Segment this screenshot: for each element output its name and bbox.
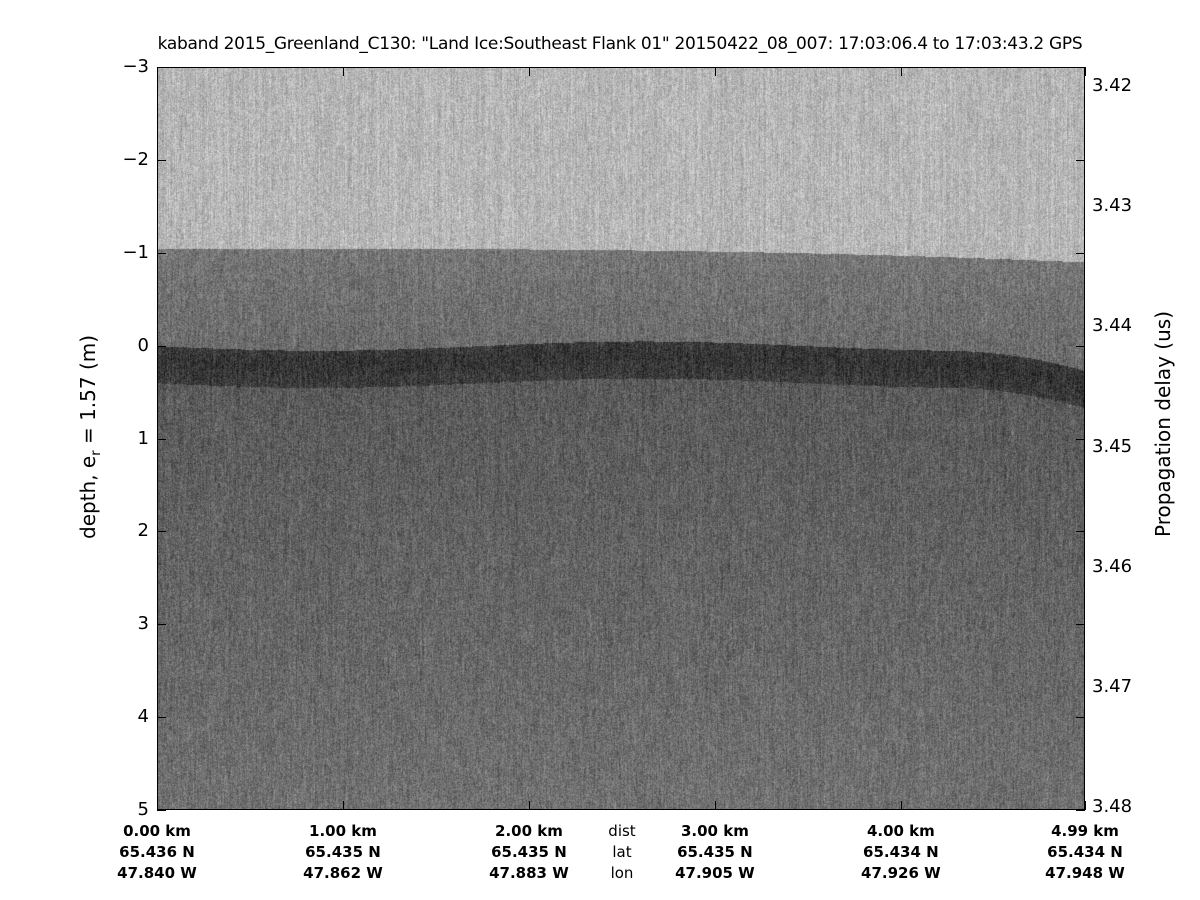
x-label-lat: 65.434 N (1025, 842, 1145, 863)
y-tick-left (157, 346, 166, 347)
x-tick (1085, 801, 1086, 810)
x-tick (901, 801, 902, 810)
x-label-lat: 65.436 N (97, 842, 217, 863)
x-label-column: 4.99 km 65.434 N 47.948 W (1025, 821, 1145, 884)
y-tick-label-right: 3.46 (1092, 557, 1132, 577)
y-axis-left-label: depth, er = 1.57 (m) (76, 339, 104, 539)
y-tick-left (157, 810, 166, 811)
x-label-dist: 1.00 km (283, 821, 403, 842)
chart-title: kaband 2015_Greenland_C130: "Land Ice:So… (0, 34, 1200, 54)
y-tick-right-edge (1076, 624, 1085, 625)
row-name-lat: lat (562, 842, 682, 863)
y-tick-label-left: −1 (109, 243, 149, 263)
x-label-lon: 47.948 W (1025, 863, 1145, 884)
x-label-lat: 65.434 N (841, 842, 961, 863)
y-tick-right-edge (1076, 67, 1085, 68)
y-tick-right-edge (1076, 717, 1085, 718)
y-tick-label-left: 5 (109, 800, 149, 820)
x-label-column: 4.00 km 65.434 N 47.926 W (841, 821, 961, 884)
x-label-lat: 65.435 N (283, 842, 403, 863)
y-tick-label-left: −3 (109, 57, 149, 77)
y-axis-right-label: Propagation delay (us) (1151, 337, 1175, 537)
y-label-text: depth, e (76, 456, 100, 539)
x-label-column: 0.00 km 65.436 N 47.840 W (97, 821, 217, 884)
y-tick-right-edge (1076, 439, 1085, 440)
y-tick-label-left: 4 (109, 707, 149, 727)
y-tick-label-right: 3.45 (1092, 437, 1132, 457)
y-tick-right-edge (1076, 810, 1085, 811)
y-tick-left (157, 253, 166, 254)
y-tick-left (157, 67, 166, 68)
y-tick-label-right: 3.43 (1092, 196, 1132, 216)
x-tick (529, 801, 530, 810)
y-tick-label-left: 2 (109, 521, 149, 541)
y-label-tail: = 1.57 (m) (76, 335, 100, 450)
y-tick-right-edge (1076, 253, 1085, 254)
row-name-lon: lon (562, 863, 682, 884)
x-tick-top (901, 67, 902, 76)
y-tick-label-left: 3 (109, 614, 149, 634)
x-label-row-names: dist lat lon (562, 821, 682, 884)
plot-frame (157, 67, 1085, 810)
x-tick-top (157, 67, 158, 76)
y-tick-label-left: 1 (109, 429, 149, 449)
x-tick-top (529, 67, 530, 76)
x-tick-top (343, 67, 344, 76)
x-label-dist: 0.00 km (97, 821, 217, 842)
x-label-dist: 4.00 km (841, 821, 961, 842)
y-tick-left (157, 439, 166, 440)
y-label-subscript: r (89, 450, 104, 455)
y-tick-right-edge (1076, 346, 1085, 347)
y-tick-label-left: 0 (109, 336, 149, 356)
x-tick (157, 801, 158, 810)
y-tick-label-left: −2 (109, 150, 149, 170)
y-tick-label-right: 3.44 (1092, 316, 1132, 336)
y-tick-left (157, 624, 166, 625)
x-label-dist: 4.99 km (1025, 821, 1145, 842)
x-tick (343, 801, 344, 810)
x-tick-top (1085, 67, 1086, 76)
y-tick-right-edge (1076, 160, 1085, 161)
y-tick-label-right: 3.42 (1092, 76, 1132, 96)
x-label-lon: 47.840 W (97, 863, 217, 884)
y-tick-right-edge (1076, 531, 1085, 532)
y-tick-left (157, 160, 166, 161)
y-tick-label-right: 3.48 (1092, 797, 1132, 817)
y-tick-label-right: 3.47 (1092, 677, 1132, 697)
x-label-lon: 47.926 W (841, 863, 961, 884)
x-label-lon: 47.862 W (283, 863, 403, 884)
row-name-dist: dist (562, 821, 682, 842)
x-tick (715, 801, 716, 810)
y-tick-left (157, 717, 166, 718)
y-tick-left (157, 531, 166, 532)
x-tick-top (715, 67, 716, 76)
x-label-column: 1.00 km 65.435 N 47.862 W (283, 821, 403, 884)
